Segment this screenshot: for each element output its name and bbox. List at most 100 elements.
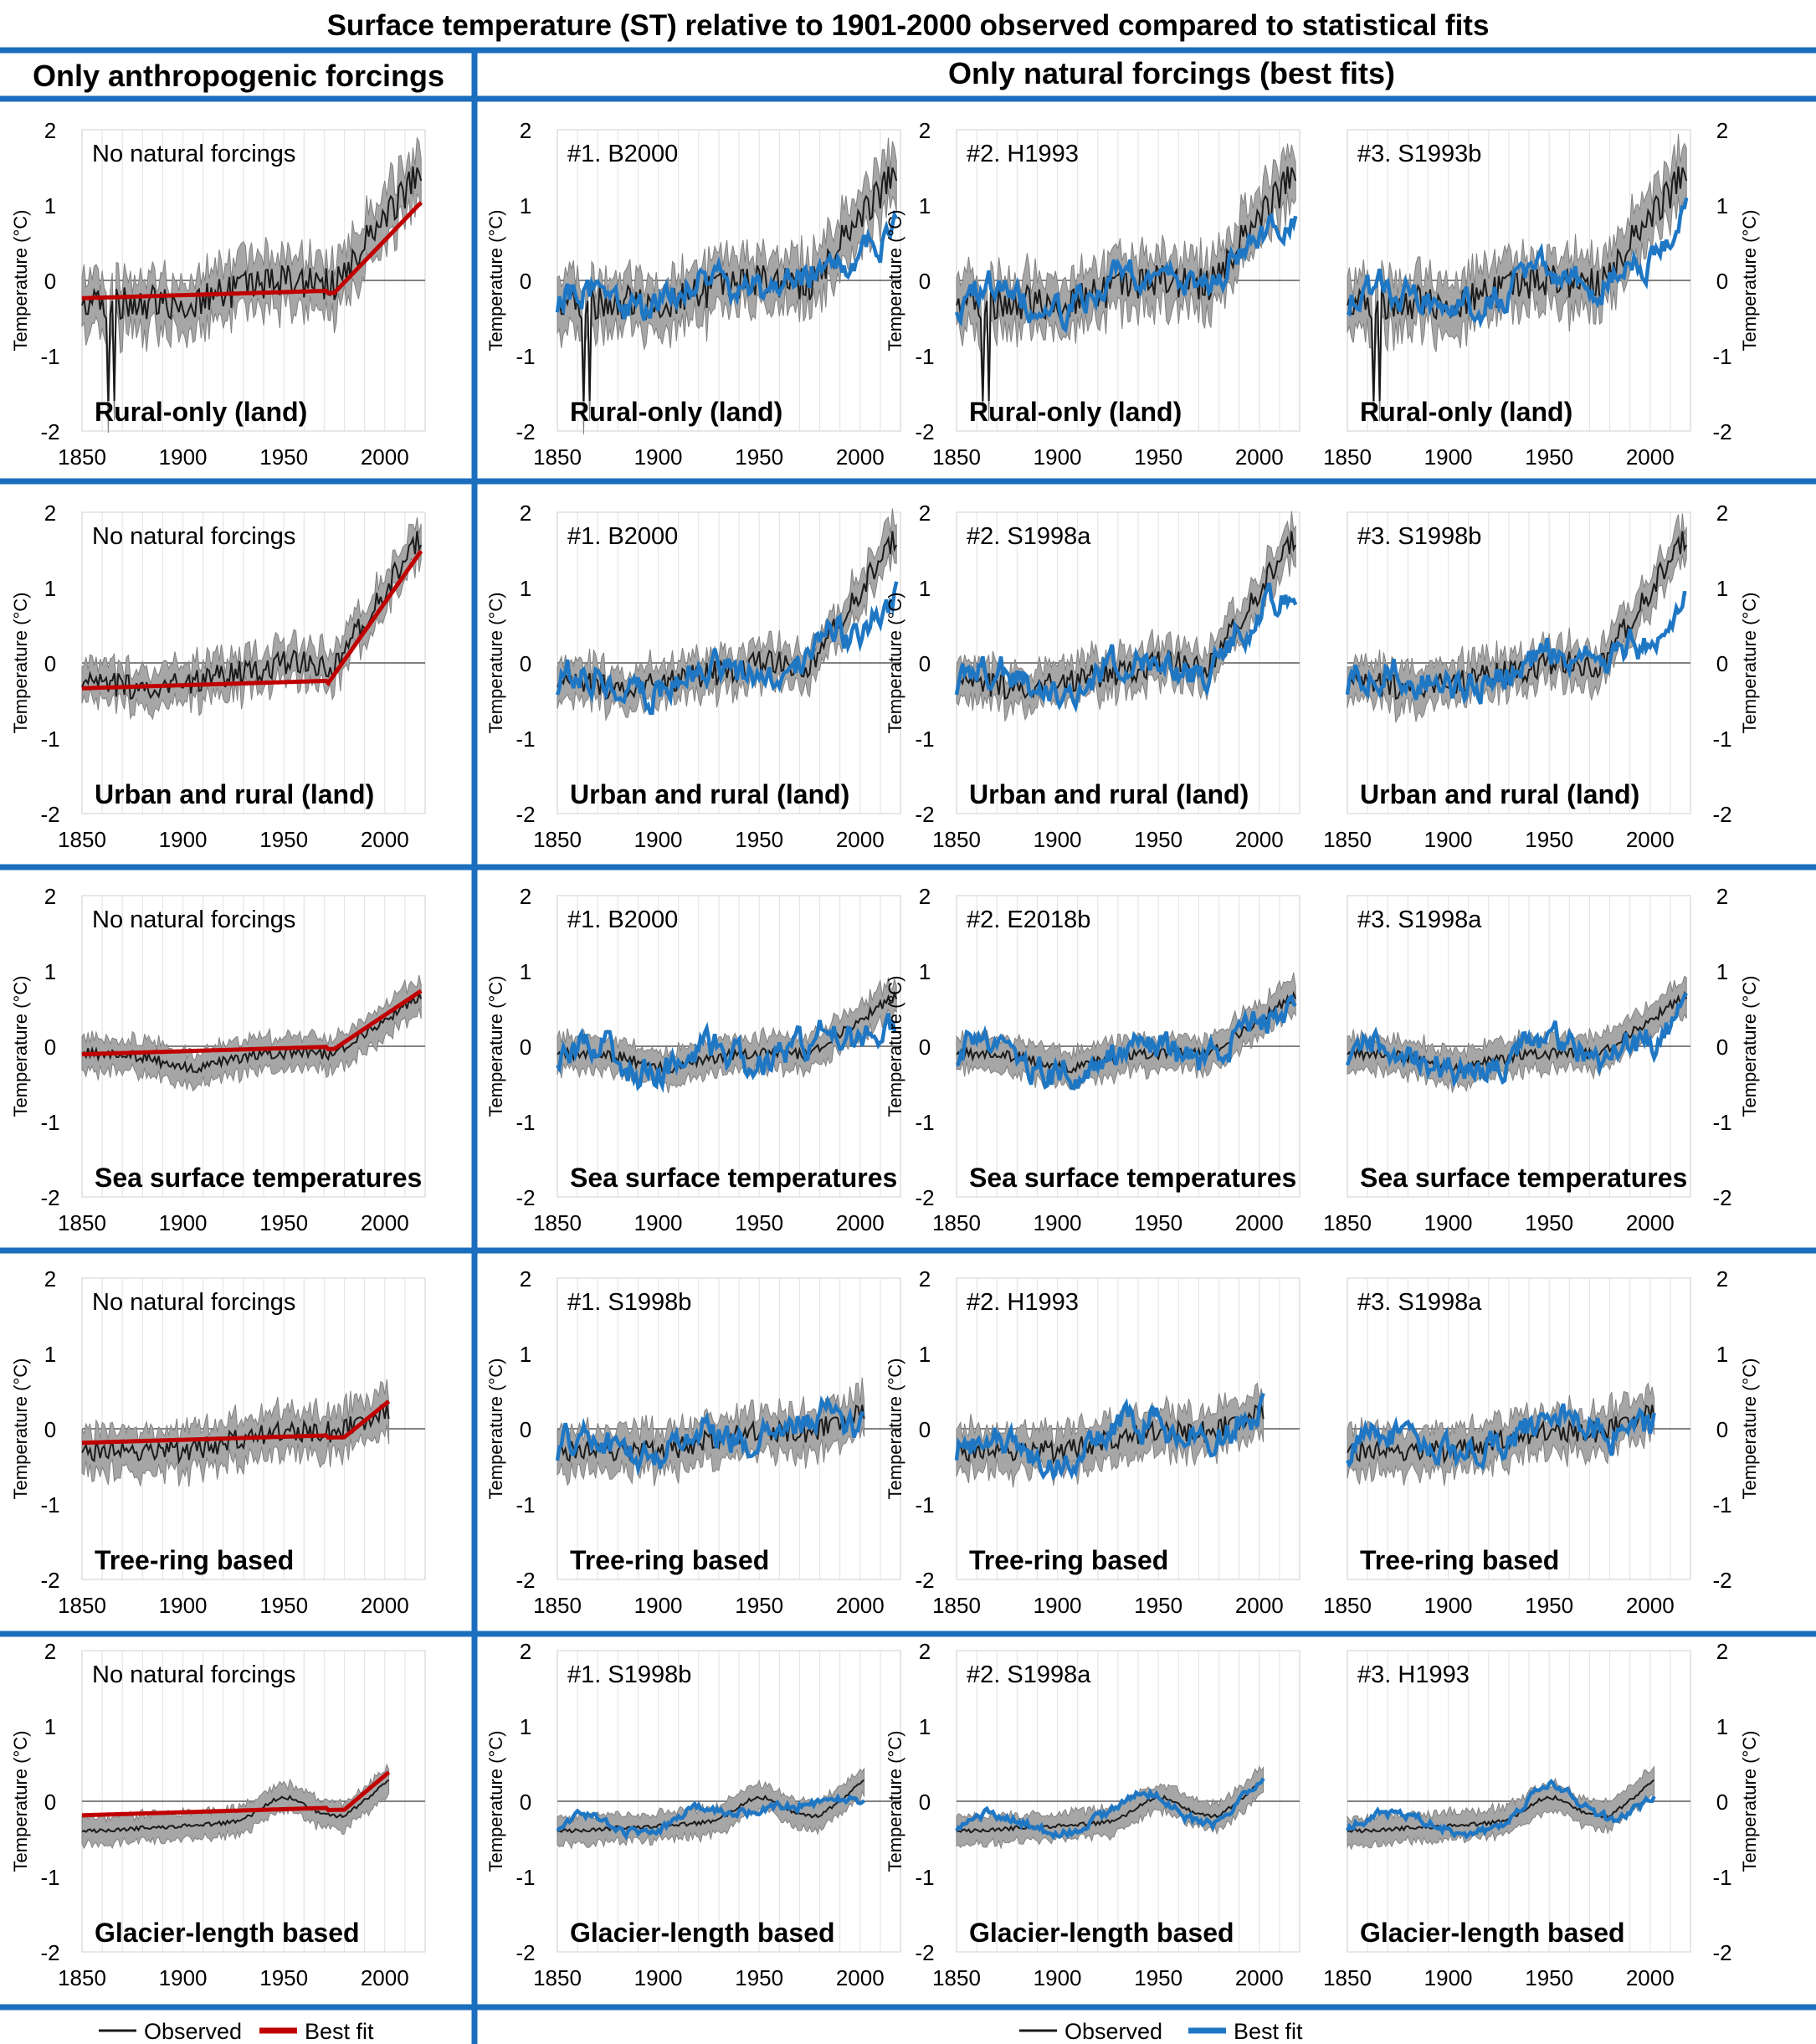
y-tick-label: 2 xyxy=(919,118,931,143)
y-tick-label: 0 xyxy=(1716,651,1728,676)
dataset-label: Tree-ring based xyxy=(570,1545,769,1575)
dataset-label: Urban and rural (land) xyxy=(570,779,849,809)
y-tick-label: 0 xyxy=(520,1790,531,1815)
y-tick-label: 1 xyxy=(44,1714,56,1739)
y-tick-label: -2 xyxy=(40,1940,59,1965)
panel-label: #3. S1998a xyxy=(1357,1289,1482,1316)
legend-right: Observed Best fit xyxy=(1019,2019,1303,2044)
best-fit-line xyxy=(81,549,423,691)
dataset-label: Tree-ring based xyxy=(969,1545,1168,1575)
best-fit-line xyxy=(81,1770,391,1818)
x-tick-label: 1900 xyxy=(1424,444,1473,470)
x-tick-label: 1900 xyxy=(159,1965,208,1990)
panel-label: No natural forcings xyxy=(92,523,295,550)
y-tick-label: 0 xyxy=(919,1417,931,1442)
x-tick-label: 1950 xyxy=(735,444,783,470)
y-tick-label: 0 xyxy=(1716,1790,1728,1815)
x-tick-label: 1950 xyxy=(259,827,308,852)
best-fit-line xyxy=(81,989,423,1057)
x-tick-label: 1900 xyxy=(1034,1210,1082,1235)
panel-label: No natural forcings xyxy=(92,1661,295,1688)
best-fit-line xyxy=(556,1013,897,1093)
panel-r1-c2: 2 1 0 -1 -2 Temperature (°C) 1850 1900 1950 2000 #… xyxy=(485,118,901,470)
y-tick-label: -1 xyxy=(40,727,59,752)
y-tick-label: 2 xyxy=(44,118,56,143)
x-tick-label: 1950 xyxy=(1525,1593,1573,1618)
panel-r3-c1: 2 1 0 -1 -2 Temperature (°C) 1850 1900 1950 2000 N… xyxy=(10,884,426,1235)
y-axis-label: Temperature (°C) xyxy=(885,1358,905,1500)
y-tick-label: 1 xyxy=(44,959,56,984)
y-axis-label: Temperature (°C) xyxy=(1739,1358,1760,1500)
y-tick-label: -1 xyxy=(40,1865,59,1890)
uncertainty-band xyxy=(956,972,1296,1091)
x-tick-label: 2000 xyxy=(1626,827,1675,852)
panel-label: #3. H1993 xyxy=(1357,1661,1470,1688)
y-tick-label: -1 xyxy=(40,1110,59,1135)
observed-line xyxy=(1347,166,1688,402)
observed-line xyxy=(81,990,423,1074)
x-tick-label: 1900 xyxy=(1034,827,1082,852)
right-column-header: Only natural forcings (best fits) xyxy=(948,56,1395,90)
y-tick-label: 1 xyxy=(1716,959,1728,984)
panel-r3-c2: 2 1 0 -1 -2 Temperature (°C) 1850 1900 1950 2000 #… xyxy=(485,884,901,1235)
uncertainty-band xyxy=(81,1763,390,1850)
x-tick-label: 1900 xyxy=(634,444,683,470)
y-tick-label: -2 xyxy=(915,419,934,444)
x-tick-label: 1850 xyxy=(533,1593,582,1618)
y-tick-label: 2 xyxy=(1716,1639,1728,1664)
y-axis-label: Temperature (°C) xyxy=(485,1358,506,1500)
y-tick-label: -2 xyxy=(915,802,934,827)
uncertainty-band xyxy=(81,136,422,434)
best-fit-line xyxy=(555,1394,865,1477)
x-tick-label: 1900 xyxy=(159,827,208,852)
x-tick-label: 1950 xyxy=(735,1210,783,1235)
y-axis-label: Temperature (°C) xyxy=(485,593,506,734)
y-axis-label: Temperature (°C) xyxy=(10,976,31,1117)
x-tick-label: 1850 xyxy=(1323,444,1372,470)
y-axis-label: Temperature (°C) xyxy=(485,976,506,1117)
panel-label: #2. H1993 xyxy=(967,1289,1079,1316)
x-tick-label: 1850 xyxy=(533,827,582,852)
x-tick-label: 1850 xyxy=(932,827,981,852)
y-tick-label: 1 xyxy=(1716,1714,1728,1739)
x-tick-label: 2000 xyxy=(1235,1210,1284,1235)
x-tick-label: 1900 xyxy=(634,1593,683,1618)
y-tick-label: -2 xyxy=(516,1568,535,1593)
y-tick-label: -1 xyxy=(516,727,535,752)
best-fit-line xyxy=(556,1793,866,1841)
observed-line xyxy=(81,166,423,402)
observed-line xyxy=(81,1404,390,1465)
y-tick-label: -1 xyxy=(516,344,535,369)
x-tick-label: 1850 xyxy=(932,444,981,470)
panel-r3-c3: 2 1 0 -1 -2 Temperature (°C) 1850 1900 1950 2000 #… xyxy=(885,884,1300,1235)
panel-r5-c1: 2 1 0 -1 -2 Temperature (°C) 1850 1900 1950 2000 N… xyxy=(10,1639,426,1990)
x-tick-label: 2000 xyxy=(1626,1965,1675,1990)
y-tick-label: -2 xyxy=(1712,1185,1731,1210)
x-tick-label: 1850 xyxy=(1323,1593,1372,1618)
x-tick-label: 2000 xyxy=(361,444,409,470)
y-tick-label: 2 xyxy=(44,501,56,526)
x-tick-label: 1900 xyxy=(1424,827,1473,852)
x-tick-label: 2000 xyxy=(1235,1593,1284,1618)
y-tick-label: 0 xyxy=(520,1035,531,1060)
y-tick-label: -1 xyxy=(1712,727,1731,752)
y-tick-label: 1 xyxy=(520,959,531,984)
x-tick-label: 2000 xyxy=(836,1965,885,1990)
x-tick-label: 1850 xyxy=(932,1593,981,1618)
y-tick-label: 0 xyxy=(919,269,931,294)
x-tick-label: 1850 xyxy=(58,1210,106,1235)
y-tick-label: -2 xyxy=(1712,419,1731,444)
y-tick-label: -1 xyxy=(516,1492,535,1518)
y-tick-label: 0 xyxy=(44,1417,56,1442)
dataset-label: Tree-ring based xyxy=(95,1545,294,1575)
observed-line xyxy=(557,1779,865,1834)
best-fit-line xyxy=(1345,1778,1656,1840)
y-tick-label: -2 xyxy=(516,1940,535,1965)
dataset-label: Rural-only (land) xyxy=(570,397,782,427)
y-tick-label: 0 xyxy=(919,1790,931,1815)
x-tick-label: 1950 xyxy=(1134,827,1182,852)
best-fit-line xyxy=(81,201,423,300)
y-tick-label: 2 xyxy=(1716,1266,1728,1292)
dataset-label: Sea surface temperatures xyxy=(570,1163,897,1193)
dataset-label: Tree-ring based xyxy=(1360,1545,1559,1575)
